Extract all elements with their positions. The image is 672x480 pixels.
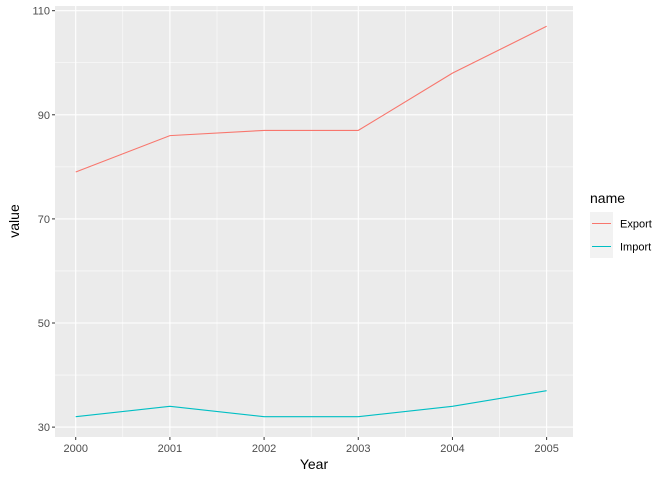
legend-items: Export Import	[590, 212, 652, 258]
x-tick-label: 2003	[346, 443, 370, 455]
series-line-export	[75, 25, 547, 173]
x-tick-label: 2001	[158, 443, 182, 455]
legend-label-export: Export	[620, 219, 652, 231]
series-line-import	[75, 390, 547, 418]
legend-label-import: Import	[620, 242, 651, 254]
plot-panel	[55, 6, 573, 437]
x-axis: 2000 2001 2002 2003 2004 2005	[63, 437, 559, 455]
x-tick-label: 2005	[534, 443, 558, 455]
legend: name Export Import	[590, 190, 652, 258]
series-lines	[75, 25, 547, 418]
y-axis-title: value	[6, 204, 22, 238]
y-tick-label: 30	[38, 422, 50, 434]
x-axis-title: Year	[300, 456, 329, 472]
y-tick-label: 50	[38, 318, 50, 330]
y-tick-label: 90	[38, 110, 50, 122]
y-axis: 30 50 70 90 110	[32, 6, 55, 434]
y-tick-label: 110	[32, 6, 50, 18]
x-tick-label: 2000	[63, 443, 87, 455]
x-tick-label: 2002	[252, 443, 276, 455]
y-tick-label: 70	[38, 214, 50, 226]
major-gridlines	[55, 6, 573, 437]
x-tick-label: 2004	[440, 443, 464, 455]
minor-gridlines	[55, 6, 573, 437]
legend-title: name	[590, 190, 625, 206]
